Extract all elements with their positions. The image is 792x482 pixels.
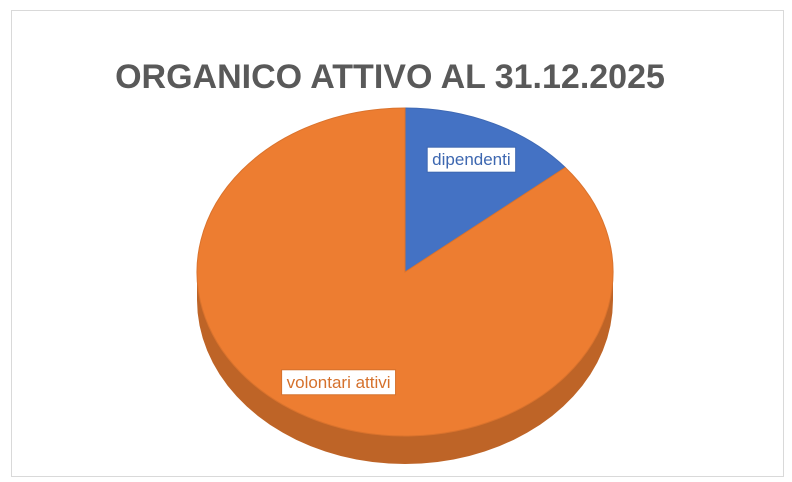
data-label: volontari attivi xyxy=(287,373,391,392)
label-box xyxy=(281,369,397,396)
chart-title: ORGANICO ATTIVO AL 31.12.2025 xyxy=(115,58,665,96)
slice-side xyxy=(197,272,613,464)
data-label: dipendenti xyxy=(432,150,510,169)
slice xyxy=(196,107,614,437)
label-box xyxy=(426,146,517,173)
pie xyxy=(196,107,614,464)
labels: dipendenti volontari attivi xyxy=(281,146,517,396)
